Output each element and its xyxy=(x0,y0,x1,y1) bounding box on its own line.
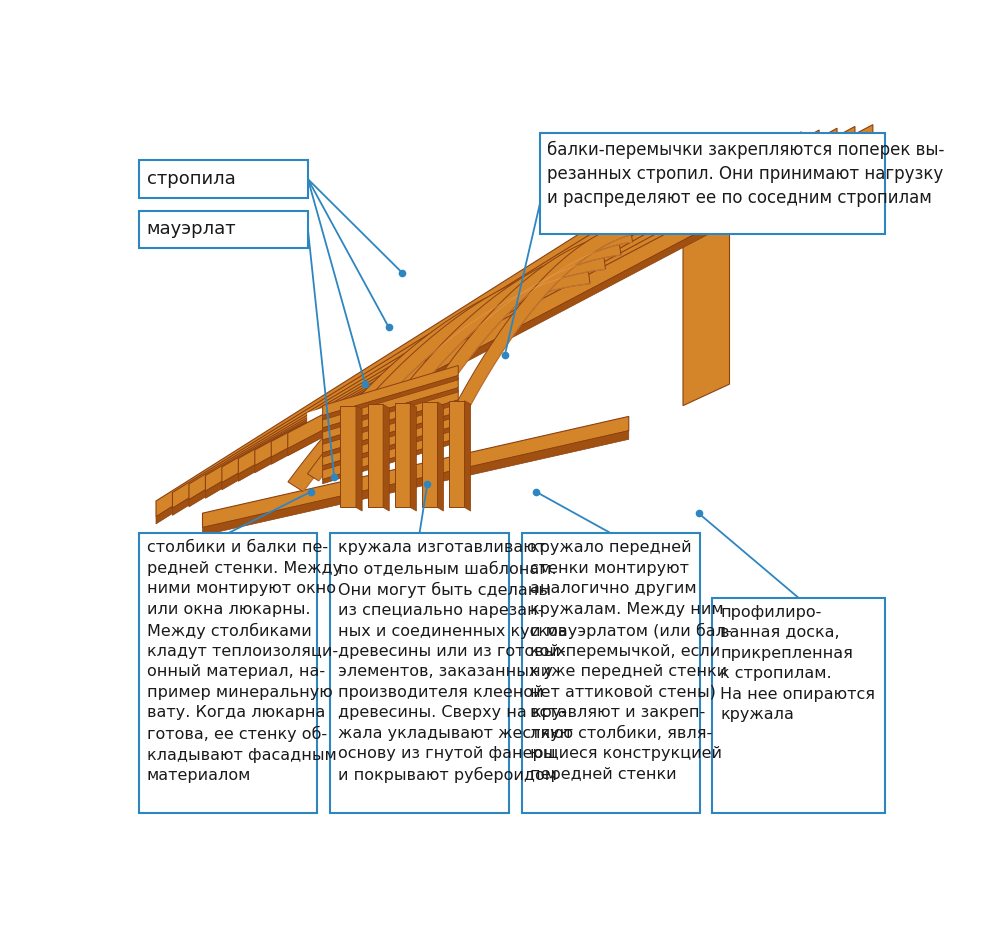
Polygon shape xyxy=(354,243,621,463)
Polygon shape xyxy=(288,125,873,449)
Polygon shape xyxy=(422,402,437,507)
Polygon shape xyxy=(222,148,801,490)
Polygon shape xyxy=(323,378,458,428)
Polygon shape xyxy=(464,400,471,511)
FancyBboxPatch shape xyxy=(540,133,885,234)
FancyBboxPatch shape xyxy=(330,533,509,813)
Polygon shape xyxy=(205,149,783,498)
Text: мауэрлат: мауэрлат xyxy=(147,221,236,238)
Polygon shape xyxy=(395,403,410,507)
Polygon shape xyxy=(288,141,873,456)
Polygon shape xyxy=(238,146,819,481)
FancyBboxPatch shape xyxy=(712,598,885,813)
Polygon shape xyxy=(323,412,458,457)
Polygon shape xyxy=(323,425,458,470)
Polygon shape xyxy=(449,400,464,507)
Polygon shape xyxy=(400,230,633,445)
Polygon shape xyxy=(410,403,416,511)
Polygon shape xyxy=(271,127,855,457)
FancyBboxPatch shape xyxy=(522,533,700,813)
Polygon shape xyxy=(271,142,855,465)
Polygon shape xyxy=(323,428,458,479)
Text: балки-перемычки закрепляются поперек вы-
резанных стропил. Они принимают нагрузк: балки-перемычки закрепляются поперек вы-… xyxy=(547,141,945,208)
Polygon shape xyxy=(205,133,783,492)
Polygon shape xyxy=(323,415,458,466)
Polygon shape xyxy=(446,219,646,428)
Text: кружало передней
стенки монтируют
аналогично другим
кружалам. Между ним
и мауэрл: кружало передней стенки монтируют аналог… xyxy=(530,540,731,782)
Polygon shape xyxy=(288,266,590,492)
Text: профилиро-
ванная доска,
прикрепленная
к стропилам.
На нее опираются
кружала: профилиро- ванная доска, прикрепленная к… xyxy=(720,605,875,722)
Polygon shape xyxy=(437,402,444,511)
Polygon shape xyxy=(172,153,747,516)
Polygon shape xyxy=(323,387,458,432)
Text: кружала изготавливают
по отдельным шаблонам.
Они могут быть сделаны
из специальн: кружала изготавливают по отдельным шабло… xyxy=(338,540,573,783)
FancyBboxPatch shape xyxy=(139,210,308,248)
FancyBboxPatch shape xyxy=(139,160,308,197)
Polygon shape xyxy=(340,406,356,507)
Polygon shape xyxy=(323,402,458,453)
Polygon shape xyxy=(383,404,389,511)
Text: стропила: стропила xyxy=(147,170,235,188)
Text: столбики и балки пе-
редней стенки. Между
ними монтируют окно
или окна люкарны.
: столбики и балки пе- редней стенки. Межд… xyxy=(147,540,342,783)
Polygon shape xyxy=(683,220,730,406)
Polygon shape xyxy=(323,366,458,415)
Polygon shape xyxy=(238,130,819,474)
Polygon shape xyxy=(307,313,629,513)
Polygon shape xyxy=(222,132,801,482)
Polygon shape xyxy=(172,137,747,508)
Polygon shape xyxy=(356,406,362,511)
Polygon shape xyxy=(323,438,458,484)
Polygon shape xyxy=(189,135,765,500)
Polygon shape xyxy=(202,416,629,528)
Polygon shape xyxy=(189,151,765,506)
Polygon shape xyxy=(368,404,383,507)
Polygon shape xyxy=(323,375,458,420)
Polygon shape xyxy=(202,431,629,535)
Polygon shape xyxy=(156,155,730,524)
Polygon shape xyxy=(255,144,837,473)
Polygon shape xyxy=(323,400,458,444)
Polygon shape xyxy=(323,390,458,440)
Polygon shape xyxy=(156,139,730,517)
Polygon shape xyxy=(255,128,837,466)
Polygon shape xyxy=(307,257,606,481)
FancyBboxPatch shape xyxy=(139,533,317,813)
